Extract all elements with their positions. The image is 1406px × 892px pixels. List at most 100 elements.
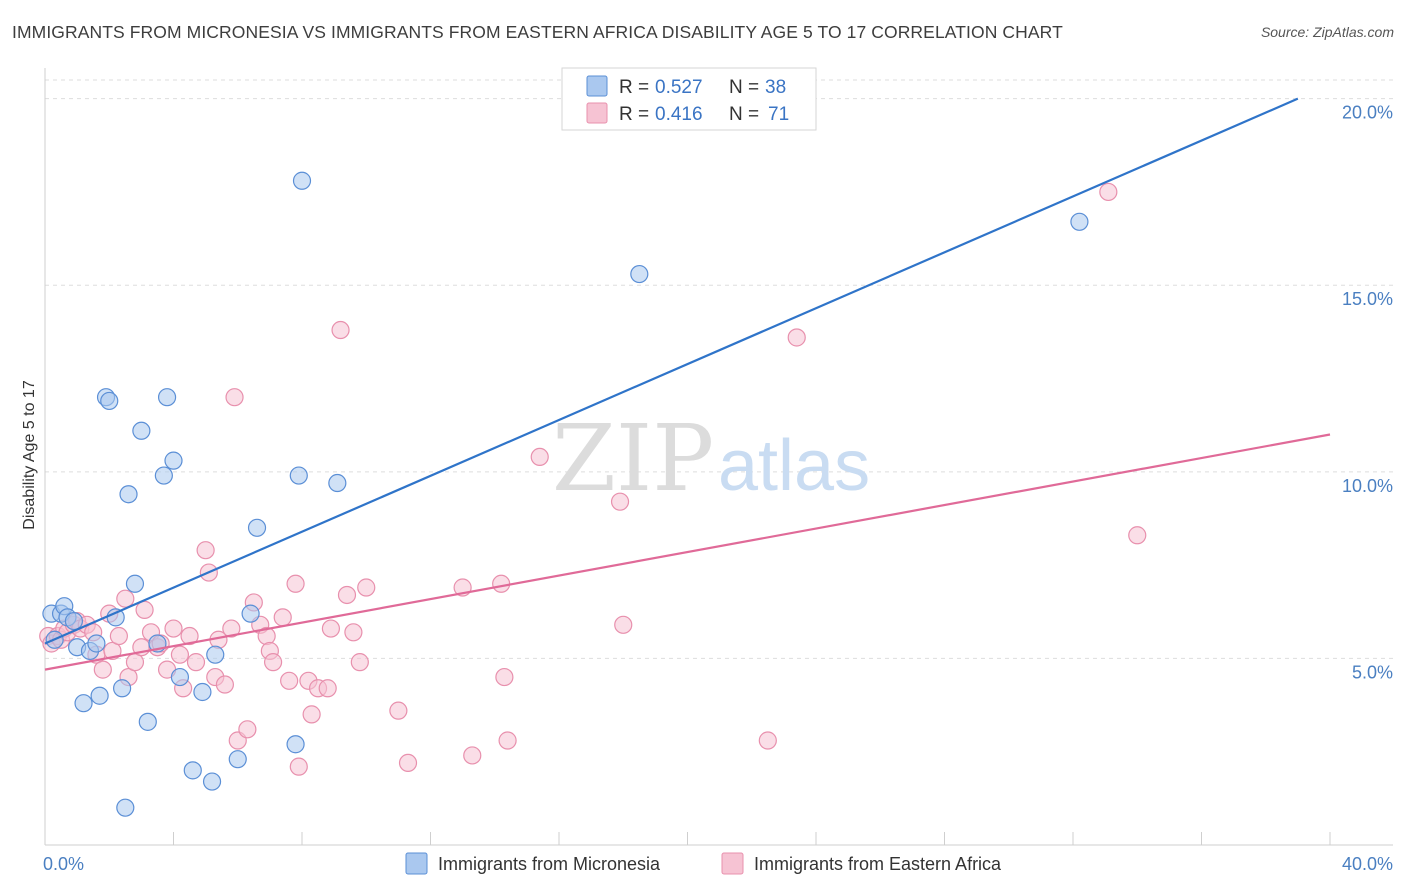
bottom-legend-swatch-eastern-africa bbox=[721, 852, 744, 875]
micronesia-point-15 bbox=[116, 798, 135, 817]
micronesia-point-26 bbox=[193, 682, 212, 702]
chart-title: IMMIGRANTS FROM MICRONESIA VS IMMIGRANTS… bbox=[12, 22, 1063, 42]
watermark-atlas: atlas bbox=[718, 426, 870, 506]
eastern-africa-point-47 bbox=[289, 757, 308, 776]
micronesia-point-35 bbox=[328, 473, 347, 493]
eastern-africa-point-64 bbox=[498, 731, 517, 750]
x-tick-label-0: 0.0% bbox=[43, 854, 84, 874]
micronesia-point-13 bbox=[106, 608, 125, 627]
axes bbox=[44, 68, 1393, 846]
micronesia-point-14 bbox=[112, 679, 132, 698]
eastern-africa-point-30 bbox=[196, 541, 215, 560]
eastern-africa-point-25 bbox=[164, 619, 183, 638]
eastern-africa-point-26 bbox=[170, 645, 190, 664]
x-tick-labels: 0.0% 40.0% bbox=[43, 854, 1393, 874]
micronesia-point-18 bbox=[132, 421, 151, 440]
legend-n-value-0: 38 bbox=[765, 77, 786, 98]
legend-r-label-1: R = bbox=[619, 104, 649, 125]
micronesia-point-22 bbox=[157, 388, 177, 407]
x-tick-label-1: 40.0% bbox=[1342, 854, 1393, 874]
legend-n-label-1: N = bbox=[729, 104, 759, 125]
micronesia-point-25 bbox=[183, 761, 202, 780]
eastern-africa-point-55 bbox=[344, 623, 363, 642]
gridlines bbox=[45, 79, 1393, 659]
eastern-africa-point-54 bbox=[337, 585, 357, 605]
micronesia-point-12 bbox=[100, 391, 119, 411]
bottom-legend-swatch-micronesia bbox=[405, 852, 428, 875]
legend-n-label-0: N = bbox=[729, 77, 759, 98]
eastern-africa-point-44 bbox=[273, 608, 292, 627]
watermark-zip: ZIP bbox=[552, 405, 714, 512]
source-credit: Source: ZipAtlas.com bbox=[1260, 24, 1394, 40]
eastern-africa-point-59 bbox=[398, 753, 418, 773]
eastern-africa-trendline bbox=[44, 433, 1331, 671]
eastern-africa-point-71 bbox=[1128, 526, 1147, 545]
y-tick-labels: 5.0% 10.0% 15.0% 20.0% bbox=[1342, 103, 1393, 683]
micronesia-point-24 bbox=[170, 667, 190, 687]
eastern-africa-point-62 bbox=[492, 574, 511, 593]
series-micronesia-points bbox=[42, 171, 1089, 817]
eastern-africa-point-70 bbox=[1099, 182, 1118, 202]
eastern-africa-point-58 bbox=[389, 701, 408, 720]
eastern-africa-point-38 bbox=[238, 720, 257, 739]
micronesia-point-23 bbox=[164, 451, 183, 470]
eastern-africa-point-36 bbox=[225, 388, 244, 407]
eastern-africa-point-56 bbox=[350, 653, 369, 672]
eastern-africa-point-51 bbox=[318, 679, 337, 698]
legend-n-value-1: 71 bbox=[768, 104, 789, 125]
eastern-africa-point-65 bbox=[530, 447, 549, 467]
legend-r-label-0: R = bbox=[619, 77, 649, 98]
eastern-africa-point-49 bbox=[302, 705, 321, 724]
eastern-africa-point-68 bbox=[758, 731, 777, 750]
eastern-africa-point-29 bbox=[186, 653, 206, 672]
eastern-africa-point-57 bbox=[357, 578, 376, 597]
micronesia-point-17 bbox=[125, 574, 145, 593]
eastern-africa-point-69 bbox=[787, 328, 806, 347]
eastern-africa-point-35 bbox=[222, 619, 241, 638]
eastern-africa-point-45 bbox=[280, 671, 299, 690]
eastern-africa-point-28 bbox=[180, 626, 199, 646]
micronesia-point-21 bbox=[154, 466, 173, 485]
legend-r-value-0: 0.527 bbox=[655, 77, 703, 98]
y-tick-label-3: 20.0% bbox=[1342, 103, 1393, 123]
micronesia-point-19 bbox=[138, 712, 157, 731]
micronesia-point-16 bbox=[119, 485, 138, 504]
bottom-legend-label-micronesia: Immigrants from Micronesia bbox=[438, 854, 661, 874]
micronesia-point-34 bbox=[292, 171, 312, 190]
eastern-africa-point-46 bbox=[286, 574, 305, 593]
y-tick-label-0: 5.0% bbox=[1352, 662, 1393, 682]
y-axis-label: Disability Age 5 to 17 bbox=[21, 380, 38, 530]
bottom-legend: Immigrants from Micronesia Immigrants fr… bbox=[405, 852, 1002, 875]
micronesia-point-5 bbox=[64, 611, 84, 631]
y-tick-label-1: 10.0% bbox=[1342, 476, 1393, 496]
legend-r-value-1: 0.416 bbox=[655, 104, 703, 125]
eastern-africa-point-52 bbox=[321, 619, 341, 638]
micronesia-point-30 bbox=[241, 604, 260, 623]
legend-swatch-micronesia bbox=[586, 75, 608, 97]
micronesia-trendline bbox=[44, 97, 1299, 645]
eastern-africa-point-66 bbox=[610, 492, 630, 511]
micronesia-point-10 bbox=[90, 686, 109, 705]
micronesia-point-31 bbox=[247, 518, 267, 537]
eastern-africa-point-15 bbox=[109, 626, 128, 646]
eastern-africa-point-34 bbox=[215, 675, 234, 694]
micronesia-point-33 bbox=[289, 466, 308, 485]
eastern-africa-point-20 bbox=[135, 600, 154, 620]
eastern-africa-point-63 bbox=[495, 667, 514, 687]
micronesia-point-9 bbox=[87, 634, 106, 653]
eastern-africa-point-43 bbox=[263, 653, 283, 672]
eastern-africa-point-53 bbox=[331, 320, 350, 340]
top-legend: R = 0.527 N = 38 R = 0.416 N = 71 bbox=[561, 67, 817, 131]
micronesia-point-28 bbox=[206, 645, 225, 664]
micronesia-point-36 bbox=[630, 264, 649, 284]
micronesia-point-27 bbox=[202, 772, 222, 791]
trendlines bbox=[44, 97, 1331, 671]
bottom-legend-label-eastern-africa: Immigrants from Eastern Africa bbox=[754, 854, 1002, 874]
micronesia-point-7 bbox=[74, 694, 93, 713]
eastern-africa-point-61 bbox=[463, 746, 482, 765]
eastern-africa-point-67 bbox=[614, 615, 633, 634]
watermark: ZIP atlas bbox=[552, 405, 870, 512]
micronesia-point-37 bbox=[1070, 212, 1089, 231]
y-tick-label-2: 15.0% bbox=[1342, 289, 1393, 309]
